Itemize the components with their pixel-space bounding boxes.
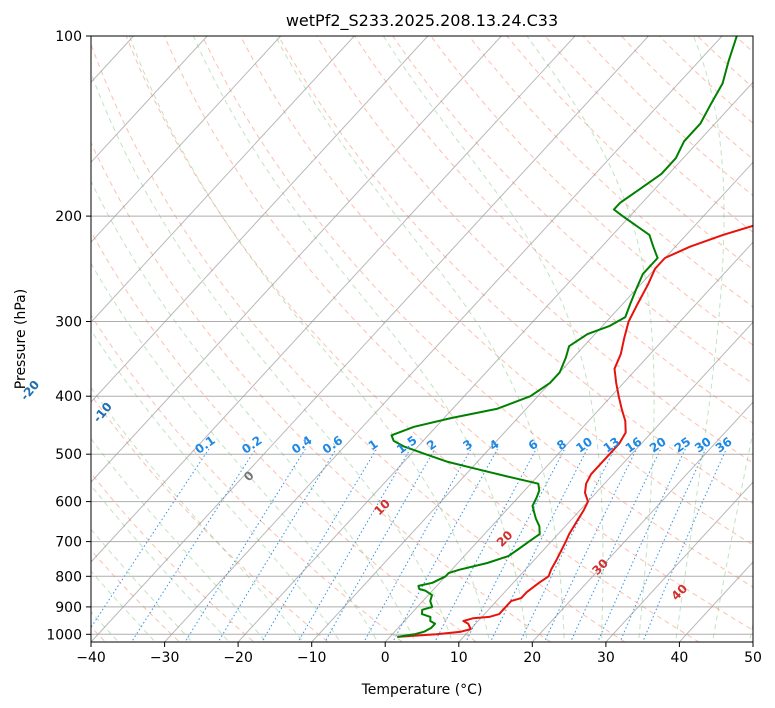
isotherm-line [531,401,753,642]
x-tick-label: −30 [150,650,180,666]
y-axis-label: Pressure (hPa) [13,289,29,389]
y-tick-label: 100 [55,29,82,45]
isotherm-line [91,36,355,323]
mixing-ratio-line [297,448,411,642]
moist-adiabat-line [91,71,454,642]
y-tick-label: 200 [55,209,82,225]
moist-adiabat-line [91,262,379,642]
isotherm-line [91,36,650,642]
x-tick-label: −10 [297,650,327,666]
moist-adiabat-line [91,180,416,642]
mixing-ratio-line [519,448,615,642]
isotherm-line [91,36,282,243]
mixing-ratio-line [434,448,537,642]
y-tick-label: 400 [55,389,82,405]
x-tick-label: −20 [223,650,253,666]
isotherm-line [237,81,753,642]
dry-adiabat-line [201,36,753,588]
isotherm-line [0,9,12,647]
isotherm-line [91,36,429,403]
mixing-ratio-line [217,448,337,642]
y-tick-label: 500 [55,447,82,463]
mixing-ratio-line [324,448,436,642]
dry-adiabat-line [316,36,753,464]
dry-adiabat-line [91,230,478,642]
y-tick-label: 700 [55,535,82,551]
y-tick-label: 800 [55,569,82,585]
chart-title: wetPf2_S233.2025.208.13.24.C33 [286,11,558,31]
x-axis: −40 −30 −20 −10 0 10 20 30 40 50 [76,642,762,666]
mixing-ratio-line [130,448,257,642]
x-axis-label: Temperature (°C) [361,682,483,698]
x-tick-label: 10 [450,650,468,666]
mixing-ratio-line [570,448,662,642]
plot-area-background [91,36,753,642]
y-tick-label: 1000 [46,627,82,643]
mixing-ratio-line [597,448,686,642]
moist-adiabat-line [91,484,230,642]
mixing-ratio-line [543,448,637,642]
dewpoint-profile-line [390,36,738,638]
x-tick-label: 0 [381,650,390,666]
plot-frame [90,35,754,643]
isotherm-line [458,321,753,642]
dry-adiabat-line [582,36,753,197]
series-layer [390,36,753,638]
x-tick-label: 30 [597,650,615,666]
x-tick-label: 20 [523,650,541,666]
x-tick-label: −40 [76,650,106,666]
isotherm-line [311,161,753,642]
isotherm-line [384,241,753,642]
dry-adiabat-line [544,36,753,233]
y-axis: 100 200 300 400 500 600 700 800 900 1000 [46,29,91,643]
mixing-ratio-line [261,448,378,642]
x-tick-label: 50 [744,650,762,666]
isotherm-line [163,36,723,642]
isotherm-line [91,36,576,563]
x-tick-label: 40 [670,650,688,666]
background-lines-layer [0,9,753,647]
y-tick-label: 600 [55,495,82,511]
mixing-ratio-line [91,448,210,629]
moist-adiabat-line [274,36,565,642]
temperature-profile-line [397,224,753,638]
mixing-ratio-line [184,448,306,642]
isotherm-line [91,36,208,164]
dry-adiabat-line [163,36,753,631]
isotherm-line [91,36,503,483]
dry-adiabat-line [277,36,753,505]
isotherm-line [605,481,753,642]
moist-adiabat-line [526,36,655,642]
y-tick-label: 900 [55,600,82,616]
dry-adiabat-line [354,36,753,424]
moist-adiabat-line [382,36,604,642]
dry-adiabat-line [620,36,753,160]
y-tick-label: 300 [55,315,82,331]
